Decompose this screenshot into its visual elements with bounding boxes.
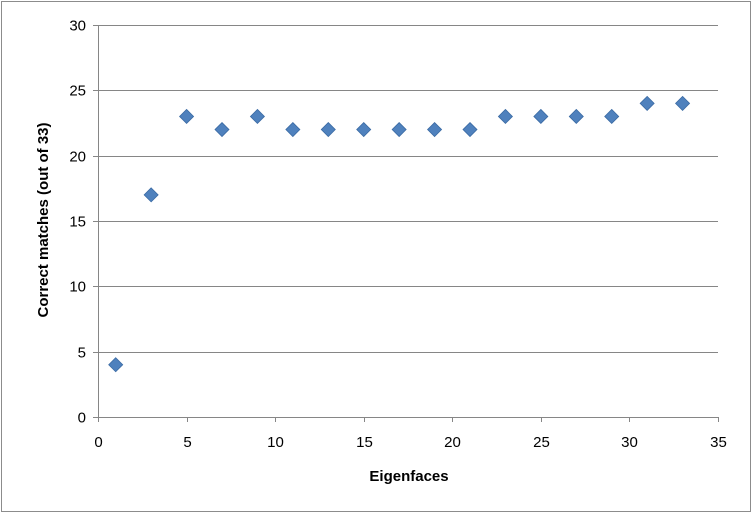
data-point: [533, 108, 549, 125]
data-point: [143, 187, 159, 203]
data-point: [462, 121, 478, 138]
data-point: [249, 108, 265, 125]
y-tick-label: 20: [69, 149, 86, 166]
y-tick-label: 0: [78, 410, 86, 427]
data-point: [391, 121, 407, 138]
data-point: [108, 357, 124, 373]
data-point: [639, 95, 655, 111]
x-tick-label: 10: [267, 434, 284, 451]
y-tick-label: 30: [69, 18, 86, 35]
y-axis-label: Correct matches (out of 33): [35, 122, 52, 317]
y-tick-label: 25: [69, 83, 86, 100]
x-tick-labels: 0 5 10 15 20 25 30 35: [94, 434, 727, 451]
data-point: [568, 108, 584, 125]
x-tick-label: 0: [94, 434, 102, 451]
gridlines: [98, 25, 718, 353]
x-tick-label: 35: [710, 434, 727, 451]
y-tick-label: 15: [69, 214, 86, 231]
x-tick-label: 5: [183, 434, 191, 451]
data-point: [427, 121, 443, 138]
data-point: [356, 121, 372, 138]
data-point: [675, 95, 691, 111]
y-tick-label: 5: [78, 345, 86, 362]
data-point: [320, 121, 336, 138]
data-points: [108, 95, 691, 373]
data-point: [285, 121, 301, 138]
x-tick-label: 20: [444, 434, 461, 451]
data-point: [497, 108, 513, 125]
x-axis-label: Eigenfaces: [369, 468, 448, 485]
y-tick-labels: 0 5 10 15 20 25 30: [69, 18, 86, 427]
x-tick-label: 15: [356, 434, 373, 451]
x-tick-label: 30: [621, 434, 638, 451]
axes: [93, 25, 719, 422]
x-tick-label: 25: [533, 434, 550, 451]
y-tick-label: 10: [69, 279, 86, 296]
data-point: [179, 108, 195, 125]
data-point: [604, 108, 620, 125]
data-point: [214, 121, 230, 138]
